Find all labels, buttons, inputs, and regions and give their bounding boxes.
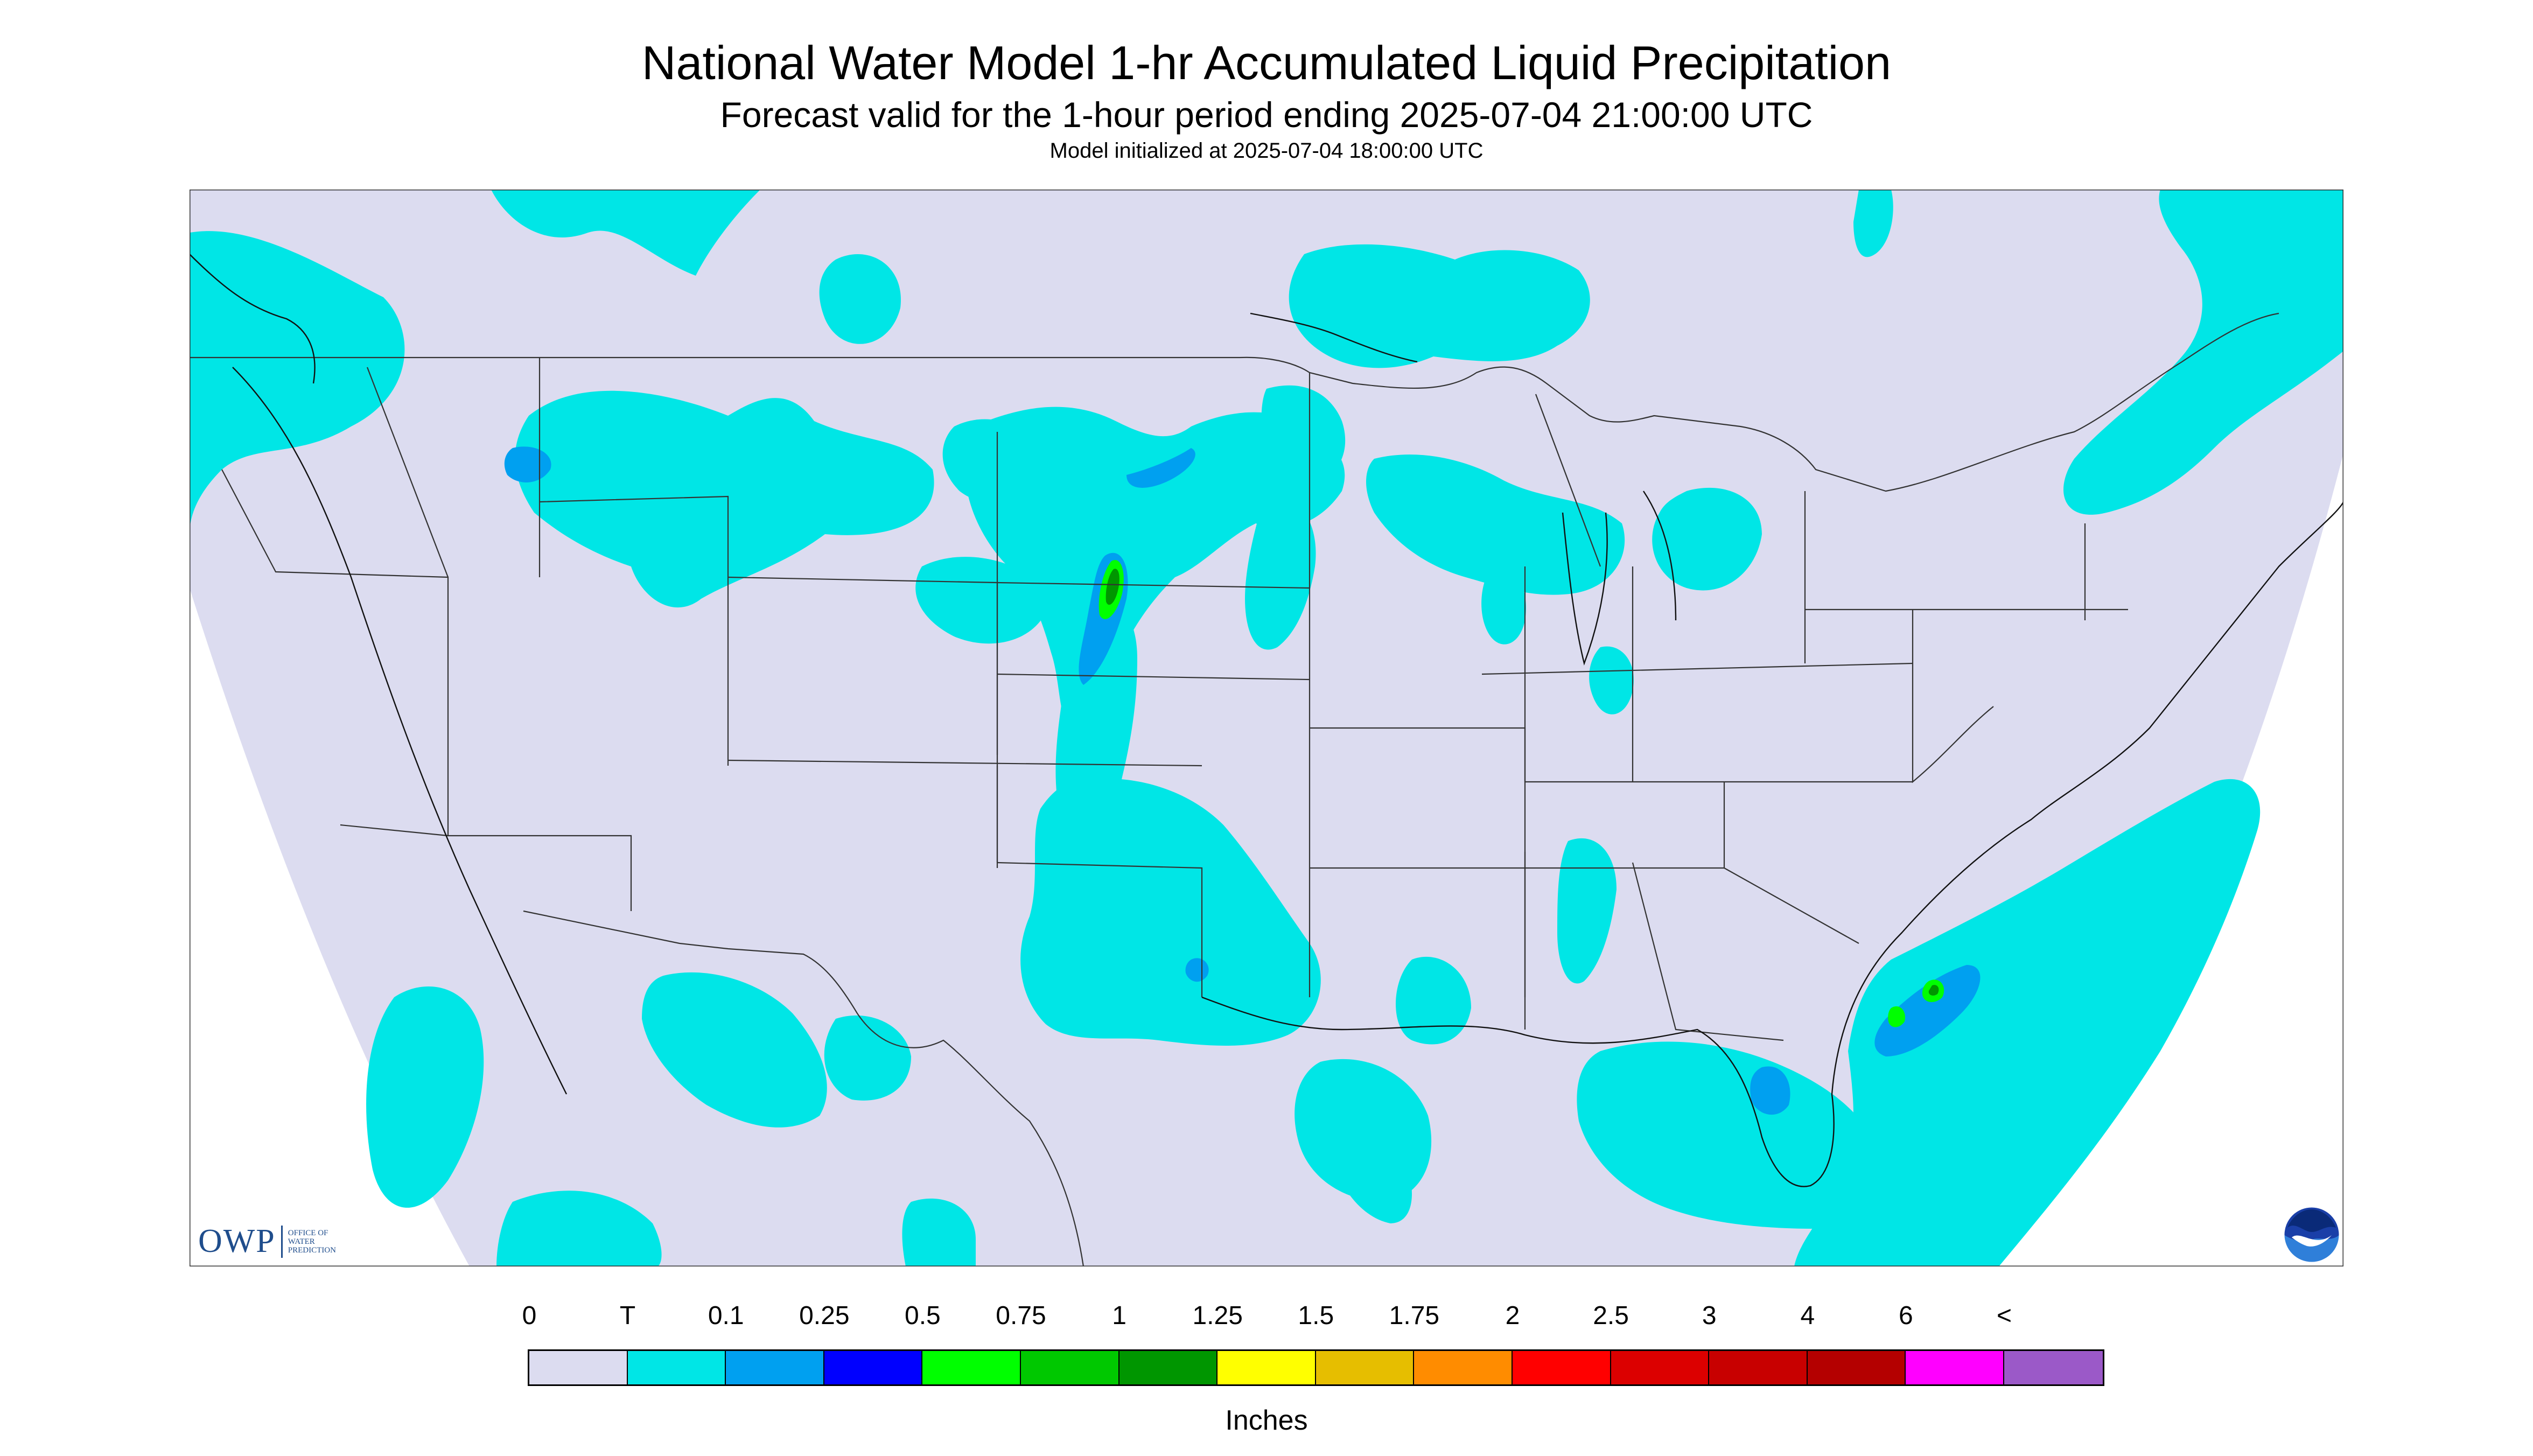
- heavy-precip-cells: [1105, 569, 1939, 996]
- legend-swatch: [726, 1351, 824, 1384]
- init-time: Model initialized at 2025-07-04 18:00:00…: [1049, 139, 1484, 163]
- legend-label: 1.75: [1389, 1301, 1440, 1330]
- trace-precip-areas: [190, 190, 2343, 1266]
- legend-label: 0: [522, 1301, 537, 1330]
- legend-swatch: [627, 1351, 726, 1384]
- legend-units: Inches: [1225, 1405, 1308, 1436]
- legend-swatch: [1611, 1351, 1710, 1384]
- legend-swatch: [1119, 1351, 1218, 1384]
- legend-swatch: [1217, 1351, 1316, 1384]
- legend-label: 0.75: [996, 1301, 1046, 1330]
- legend-label: 4: [1800, 1301, 1815, 1330]
- legend-swatch: [529, 1351, 628, 1384]
- owp-logo-text: OFFICE OF WATER PREDICTION: [288, 1228, 336, 1255]
- precipitation-map: [190, 190, 2343, 1266]
- legend-swatch: [1906, 1351, 2004, 1384]
- legend-swatch: [922, 1351, 1021, 1384]
- legend-label: <: [1996, 1301, 2012, 1330]
- legend-swatch: [824, 1351, 923, 1384]
- coastlines: [190, 254, 2343, 1187]
- legend-swatch: [1512, 1351, 1611, 1384]
- legend-label: 1.5: [1298, 1301, 1334, 1330]
- legend-label: 1.25: [1192, 1301, 1243, 1330]
- legend-label: 3: [1702, 1301, 1717, 1330]
- legend-swatch: [1709, 1351, 1808, 1384]
- legend-label: 2.5: [1593, 1301, 1629, 1330]
- boundary-lines: [190, 312, 2279, 1266]
- map-title: National Water Model 1-hr Accumulated Li…: [641, 36, 1892, 89]
- legend-label: 0.1: [708, 1301, 744, 1330]
- owp-logo-mark: OWP: [198, 1223, 276, 1259]
- legend-label: 0.25: [799, 1301, 850, 1330]
- canada-border: [190, 312, 2279, 492]
- legend-swatch: [2004, 1351, 2103, 1384]
- legend-swatch: [1316, 1351, 1415, 1384]
- legend-label: T: [619, 1301, 636, 1330]
- legend-swatch: [1414, 1351, 1513, 1384]
- color-legend: 0 T 0.1 0.25 0.5 0.75 1 1.25 1.5 1.75 2 2.5 3 4 6 < Inc…: [0, 1292, 2533, 1454]
- legend-swatch: [1807, 1351, 1906, 1384]
- mexico-border: [523, 910, 1084, 1266]
- legend-label: 2: [1505, 1301, 1520, 1330]
- noaa-logo: [2283, 1206, 2341, 1264]
- owp-logo: OWP OFFICE OF WATER PREDICTION: [198, 1222, 336, 1261]
- legend-colorbar: [528, 1349, 2104, 1386]
- map-subtitle: Forecast valid for the 1-hour period end…: [720, 95, 1813, 135]
- legend-swatch: [1020, 1351, 1119, 1384]
- owp-logo-separator: [281, 1225, 283, 1258]
- legend-label: 6: [1899, 1301, 1913, 1330]
- legend-label: 1: [1112, 1301, 1126, 1330]
- legend-label: 0.5: [905, 1301, 941, 1330]
